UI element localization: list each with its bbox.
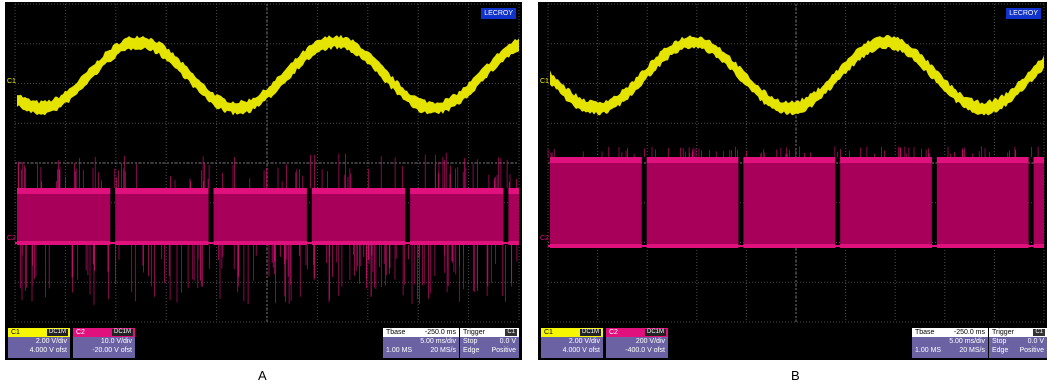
ch2-pwm-block <box>115 188 209 245</box>
ch2-coupling-badge: DC1M <box>111 329 133 336</box>
trigger-label: Trigger <box>992 329 1014 336</box>
trigger-level: 0.0 V <box>1027 338 1044 345</box>
waveform-display: LECROY C1 C2 <box>5 2 522 324</box>
caption-b: B <box>791 368 800 383</box>
timebase-label: Tbase <box>386 329 406 336</box>
waveform-display: LECROY C1 C2 <box>538 2 1047 324</box>
ch1-level-marker: C1 <box>540 78 549 85</box>
ch2-pwm-block <box>508 188 519 245</box>
ch2-pwm-high-edge <box>1033 157 1044 163</box>
ch2-label: C2 <box>609 329 618 336</box>
status-tag: LECROY <box>1006 8 1041 19</box>
trigger-channel-badge: C1 <box>1033 329 1045 336</box>
ch1-info-panel[interactable]: C1 DC1M 2.00 V/div 4.000 V ofst <box>8 328 70 358</box>
ch2-level-marker: C2 <box>540 235 549 242</box>
trigger-slope: Positive <box>491 347 516 354</box>
ch2-pwm-block <box>743 157 836 248</box>
ch1-offset: 4.000 V ofst <box>29 347 67 354</box>
timebase-panel[interactable]: Tbase -250.0 ms 5.00 ms/div 1.00 MS 20 MS/… <box>383 328 459 358</box>
trigger-panel[interactable]: Trigger C1 Stop 0.0 V Edge Positive <box>989 328 1047 358</box>
ch2-pwm-high-edge <box>743 157 836 163</box>
oscilloscope-screenshot-a: LECROY C1 C2 C1 DC1M 2.00 V/div 4.000 V o… <box>5 2 522 360</box>
ch2-coupling-badge: DC1M <box>644 329 666 336</box>
trigger-channel-badge: C1 <box>505 329 517 336</box>
waveform-canvas <box>14 3 520 323</box>
timebase-value: -250.0 ms <box>953 329 985 336</box>
ch2-pwm-block <box>936 157 1029 248</box>
ch2-pwm-high-edge <box>115 188 209 194</box>
ch2-pwm-high-edge <box>17 188 111 194</box>
ch2-vdiv: 200 V/div <box>635 338 665 345</box>
ch1-sine-trace <box>550 34 1044 116</box>
ch1-coupling-badge: DC1M <box>46 329 68 336</box>
timebase-rate: 5.00 ms/div <box>420 338 456 345</box>
ch2-pwm-block <box>213 188 307 245</box>
center-crosshair <box>15 4 519 322</box>
trigger-slope: Positive <box>1019 347 1044 354</box>
ch2-pwm-high-edge <box>936 157 1029 163</box>
status-tag: LECROY <box>481 8 516 19</box>
waveform-canvas <box>547 3 1045 323</box>
timebase-rate: 5.00 ms/div <box>949 338 985 345</box>
ch1-level-marker: C1 <box>7 78 16 85</box>
ch2-pwm-high-edge <box>550 157 642 163</box>
trigger-panel[interactable]: Trigger C1 Stop 0.0 V Edge Positive <box>460 328 519 358</box>
trigger-type: Edge <box>992 347 1009 354</box>
ch2-pwm-block <box>1033 157 1044 248</box>
ch2-offset: -20.00 V ofst <box>92 347 132 354</box>
ch2-level-marker: C2 <box>7 235 16 242</box>
trigger-level: 0.0 V <box>499 338 516 345</box>
timebase-sample-rate: 20 MS/s <box>430 347 456 354</box>
timebase-samples: 1.00 MS <box>915 347 942 354</box>
trigger-type: Edge <box>463 347 480 354</box>
timebase-label: Tbase <box>915 329 935 336</box>
trigger-mode: Stop <box>463 338 478 345</box>
ch1-label: C1 <box>11 329 20 336</box>
ch1-coupling-badge: DC1M <box>579 329 601 336</box>
ch2-pwm-block <box>17 188 111 245</box>
ch1-info-panel[interactable]: C1 DC1M 2.00 V/div 4.000 V ofst <box>541 328 603 358</box>
ch1-vdiv: 2.00 V/div <box>568 338 600 345</box>
ch2-pwm-high-edge <box>508 188 519 194</box>
ch2-offset: -400.0 V ofst <box>625 347 665 354</box>
ch1-label: C1 <box>544 329 553 336</box>
oscilloscope-screenshot-b: LECROY C1 C2 C1 DC1M 2.00 V/div 4.000 V o… <box>538 2 1047 360</box>
ch2-pwm-block <box>410 188 504 245</box>
ch2-label: C2 <box>76 329 85 336</box>
ch2-pwm-block <box>646 157 739 248</box>
trigger-label: Trigger <box>463 329 485 336</box>
ch2-pwm-block <box>311 188 406 245</box>
ch2-pwm-block <box>550 157 642 248</box>
ch2-pwm-high-edge <box>646 157 739 163</box>
timebase-sample-rate: 20 MS/s <box>959 347 985 354</box>
ch1-vdiv: 2.00 V/div <box>35 338 67 345</box>
ch2-noise-spikes <box>547 146 1039 157</box>
ch1-sine-trace <box>17 34 519 116</box>
ch2-pwm-block <box>840 157 932 248</box>
timebase-value: -250.0 ms <box>424 329 456 336</box>
caption-a: A <box>258 368 267 383</box>
ch2-pwm-high-edge <box>311 188 406 194</box>
ch2-pwm-high-edge <box>213 188 307 194</box>
ch2-pwm-high-edge <box>410 188 504 194</box>
ch2-info-panel[interactable]: C2 DC1M 10.0 V/div -20.00 V ofst <box>73 328 135 358</box>
ch2-noise-spikes <box>17 152 518 305</box>
ch2-info-panel[interactable]: C2 DC1M 200 V/div -400.0 V ofst <box>606 328 668 358</box>
ch2-pwm-high-edge <box>840 157 932 163</box>
timebase-panel[interactable]: Tbase -250.0 ms 5.00 ms/div 1.00 MS 20 MS/… <box>912 328 988 358</box>
timebase-samples: 1.00 MS <box>386 347 413 354</box>
ch1-offset: 4.000 V ofst <box>562 347 600 354</box>
ch2-vdiv: 10.0 V/div <box>100 338 132 345</box>
trigger-mode: Stop <box>992 338 1007 345</box>
